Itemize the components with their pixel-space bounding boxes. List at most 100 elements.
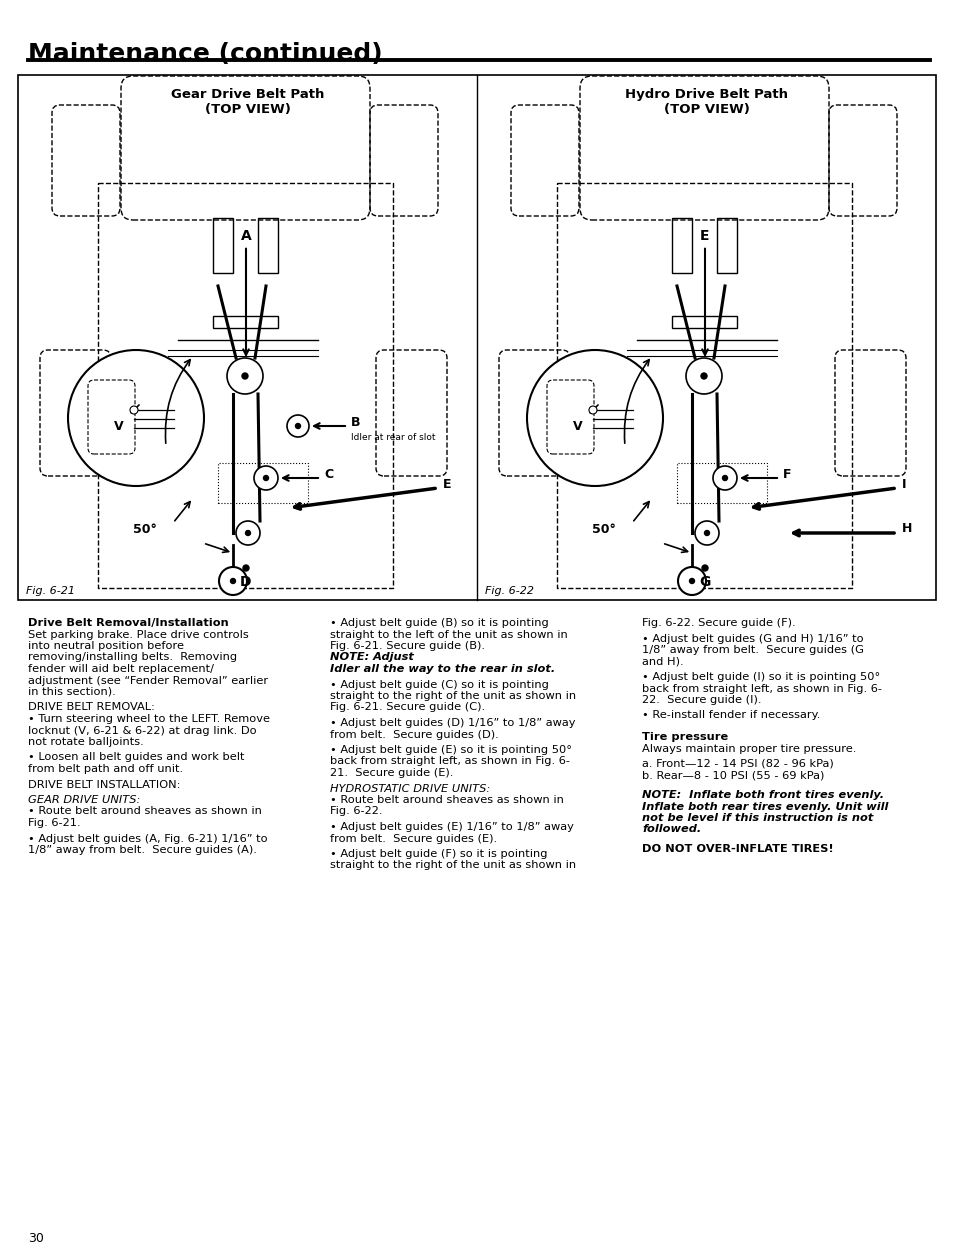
Text: • Adjust belt guides (E) 1/16” to 1/8” away: • Adjust belt guides (E) 1/16” to 1/8” a… — [330, 822, 574, 832]
Text: Gear Drive Belt Path
(TOP VIEW): Gear Drive Belt Path (TOP VIEW) — [172, 88, 324, 116]
Circle shape — [130, 406, 138, 414]
Text: C: C — [324, 467, 333, 481]
Text: adjustment (see “Fender Removal” earlier: adjustment (see “Fender Removal” earlier — [28, 675, 268, 685]
Text: • Route belt around sheaves as shown in: • Route belt around sheaves as shown in — [28, 806, 262, 816]
Circle shape — [245, 531, 251, 536]
Text: a. Front—12 - 14 PSI (82 - 96 kPa): a. Front—12 - 14 PSI (82 - 96 kPa) — [641, 759, 833, 769]
Text: fender will aid belt replacement/: fender will aid belt replacement/ — [28, 664, 213, 674]
Text: • Adjust belt guides (G and H) 1/16” to: • Adjust belt guides (G and H) 1/16” to — [641, 633, 862, 643]
Text: not rotate balljoints.: not rotate balljoints. — [28, 736, 144, 748]
Circle shape — [263, 476, 268, 481]
Text: • Adjust belt guide (B) so it is pointing: • Adjust belt guide (B) so it is pointin… — [330, 618, 548, 628]
Text: V: V — [113, 420, 124, 434]
Text: removing/installing belts.  Removing: removing/installing belts. Removing — [28, 653, 237, 663]
Circle shape — [526, 350, 662, 486]
Circle shape — [242, 373, 248, 379]
Circle shape — [588, 406, 597, 414]
Text: 22.  Secure guide (I).: 22. Secure guide (I). — [641, 695, 760, 705]
Text: NOTE:  Inflate both front tires evenly.: NOTE: Inflate both front tires evenly. — [641, 790, 883, 800]
Text: DO NOT OVER-INFLATE TIRES!: DO NOT OVER-INFLATE TIRES! — [641, 844, 833, 854]
Text: Maintenance (continued): Maintenance (continued) — [28, 42, 382, 66]
Text: D: D — [240, 574, 252, 589]
Text: Fig. 6-21. Secure guide (C).: Fig. 6-21. Secure guide (C). — [330, 703, 485, 713]
Text: NOTE: Adjust: NOTE: Adjust — [330, 653, 414, 663]
Text: from belt.  Secure guides (D).: from belt. Secure guides (D). — [330, 729, 498, 739]
Text: Drive Belt Removal/Installation: Drive Belt Removal/Installation — [28, 618, 229, 628]
Bar — [257, 218, 277, 273]
Text: Fig. 6-22. Secure guide (F).: Fig. 6-22. Secure guide (F). — [641, 618, 795, 628]
Circle shape — [712, 466, 737, 490]
Bar — [671, 218, 691, 273]
Text: • Route belt around sheaves as shown in: • Route belt around sheaves as shown in — [330, 795, 563, 805]
Text: Hydro Drive Belt Path
(TOP VIEW): Hydro Drive Belt Path (TOP VIEW) — [625, 88, 788, 116]
Text: F: F — [782, 467, 791, 481]
Circle shape — [287, 415, 309, 437]
Text: E: E — [700, 229, 709, 355]
Text: from belt.  Secure guides (E).: from belt. Secure guides (E). — [330, 834, 497, 844]
Text: HYDROSTATIC DRIVE UNITS:: HYDROSTATIC DRIVE UNITS: — [330, 784, 490, 794]
Text: DRIVE BELT INSTALLATION:: DRIVE BELT INSTALLATION: — [28, 780, 180, 790]
Text: Always maintain proper tire pressure.: Always maintain proper tire pressure. — [641, 744, 856, 754]
Circle shape — [227, 358, 263, 394]
Bar — [218, 464, 308, 503]
Text: Idler at rear of slot: Idler at rear of slot — [351, 434, 435, 442]
Text: 1/8” away from belt.  Secure guides (G: 1/8” away from belt. Secure guides (G — [641, 645, 863, 655]
Text: • Turn steering wheel to the LEFT. Remove: • Turn steering wheel to the LEFT. Remov… — [28, 714, 270, 724]
Text: G: G — [699, 574, 710, 589]
Text: DRIVE BELT REMOVAL:: DRIVE BELT REMOVAL: — [28, 703, 154, 713]
Text: 50°: 50° — [132, 523, 156, 536]
Circle shape — [700, 373, 706, 379]
Text: back from straight left, as shown in Fig. 6-: back from straight left, as shown in Fig… — [330, 756, 569, 766]
Circle shape — [701, 564, 707, 571]
Circle shape — [703, 531, 709, 536]
Circle shape — [231, 578, 235, 583]
Text: I: I — [901, 477, 905, 491]
Text: into neutral position before: into neutral position before — [28, 640, 184, 650]
Text: Fig. 6-21. Secure guide (B).: Fig. 6-21. Secure guide (B). — [330, 640, 488, 650]
Text: straight to the left of the unit as shown in: straight to the left of the unit as show… — [330, 629, 567, 639]
Text: Inflate both rear tires evenly. Unit will: Inflate both rear tires evenly. Unit wil… — [641, 801, 887, 811]
Circle shape — [219, 567, 247, 596]
Circle shape — [295, 424, 300, 429]
Bar — [213, 316, 277, 328]
Text: 50°: 50° — [592, 523, 616, 536]
Text: straight to the right of the unit as shown in: straight to the right of the unit as sho… — [330, 861, 576, 871]
Text: Idler all the way to the rear in slot.: Idler all the way to the rear in slot. — [330, 664, 555, 674]
Bar — [717, 218, 737, 273]
Circle shape — [695, 521, 719, 545]
Text: 21.  Secure guide (E).: 21. Secure guide (E). — [330, 768, 453, 778]
Text: B: B — [351, 415, 360, 429]
Circle shape — [235, 521, 260, 545]
Text: 1/8” away from belt.  Secure guides (A).: 1/8” away from belt. Secure guides (A). — [28, 845, 256, 855]
Text: E: E — [442, 477, 451, 491]
Circle shape — [685, 358, 721, 394]
Text: • Adjust belt guide (E) so it is pointing 50°: • Adjust belt guide (E) so it is pointin… — [330, 745, 572, 755]
Circle shape — [68, 350, 204, 486]
Text: followed.: followed. — [641, 825, 700, 835]
Text: Fig. 6-22: Fig. 6-22 — [484, 586, 534, 596]
Text: • Adjust belt guide (C) so it is pointing: • Adjust belt guide (C) so it is pointin… — [330, 679, 548, 689]
Text: • Re-install fender if necessary.: • Re-install fender if necessary. — [641, 710, 820, 720]
Circle shape — [253, 466, 277, 490]
Text: b. Rear—8 - 10 PSI (55 - 69 kPa): b. Rear—8 - 10 PSI (55 - 69 kPa) — [641, 770, 823, 780]
Text: • Adjust belt guides (D) 1/16” to 1/8” away: • Adjust belt guides (D) 1/16” to 1/8” a… — [330, 718, 575, 728]
Circle shape — [678, 567, 705, 596]
Text: locknut (V, 6-21 & 6-22) at drag link. Do: locknut (V, 6-21 & 6-22) at drag link. D… — [28, 725, 256, 735]
Text: Fig. 6-21.: Fig. 6-21. — [28, 819, 81, 829]
Text: back from straight left, as shown in Fig. 6-: back from straight left, as shown in Fig… — [641, 684, 882, 694]
Circle shape — [721, 476, 727, 481]
Text: 30: 30 — [28, 1232, 44, 1245]
Text: Set parking brake. Place drive controls: Set parking brake. Place drive controls — [28, 629, 249, 639]
Text: • Adjust belt guides (A, Fig. 6-21) 1/16” to: • Adjust belt guides (A, Fig. 6-21) 1/16… — [28, 834, 268, 844]
Text: • Adjust belt guide (F) so it is pointing: • Adjust belt guide (F) so it is pointin… — [330, 849, 547, 858]
Bar — [671, 316, 737, 328]
Text: Fig. 6-22.: Fig. 6-22. — [330, 806, 382, 816]
Text: Fig. 6-21: Fig. 6-21 — [26, 586, 75, 596]
Text: • Adjust belt guide (I) so it is pointing 50°: • Adjust belt guide (I) so it is pointin… — [641, 672, 880, 682]
Text: Tire pressure: Tire pressure — [641, 731, 727, 743]
Text: from belt path and off unit.: from belt path and off unit. — [28, 764, 183, 774]
Text: • Loosen all belt guides and work belt: • Loosen all belt guides and work belt — [28, 753, 244, 763]
Text: in this section).: in this section). — [28, 687, 115, 697]
Text: V: V — [573, 420, 582, 434]
Bar — [677, 464, 766, 503]
